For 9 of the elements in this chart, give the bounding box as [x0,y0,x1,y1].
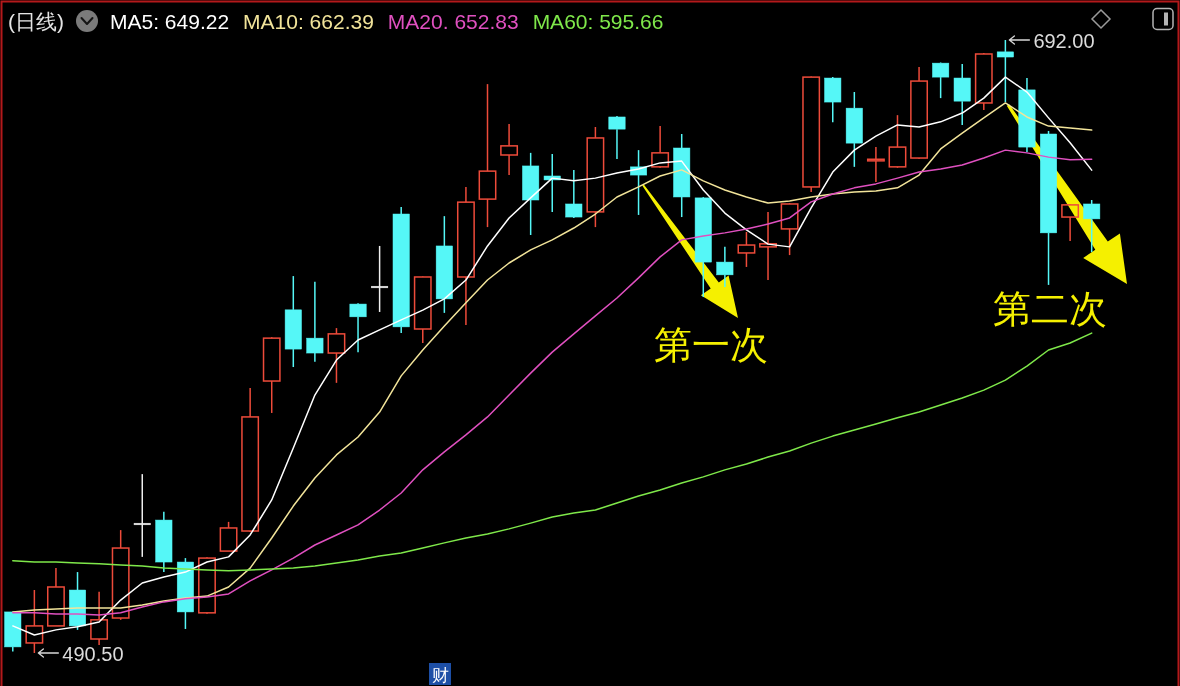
annotation: 第一次 [654,324,768,366]
text: MA10: 662.39 [243,10,374,33]
annotation: 490.50 [62,642,124,665]
text: MA20. 652.83 [387,10,519,33]
annotation: 692.00 [1033,29,1095,52]
chart-title: (日线) [8,10,64,33]
annotation: 第二次 [993,288,1107,330]
text: MA60: 595.66 [532,10,664,33]
text: MA5: 649.22 [110,10,230,33]
